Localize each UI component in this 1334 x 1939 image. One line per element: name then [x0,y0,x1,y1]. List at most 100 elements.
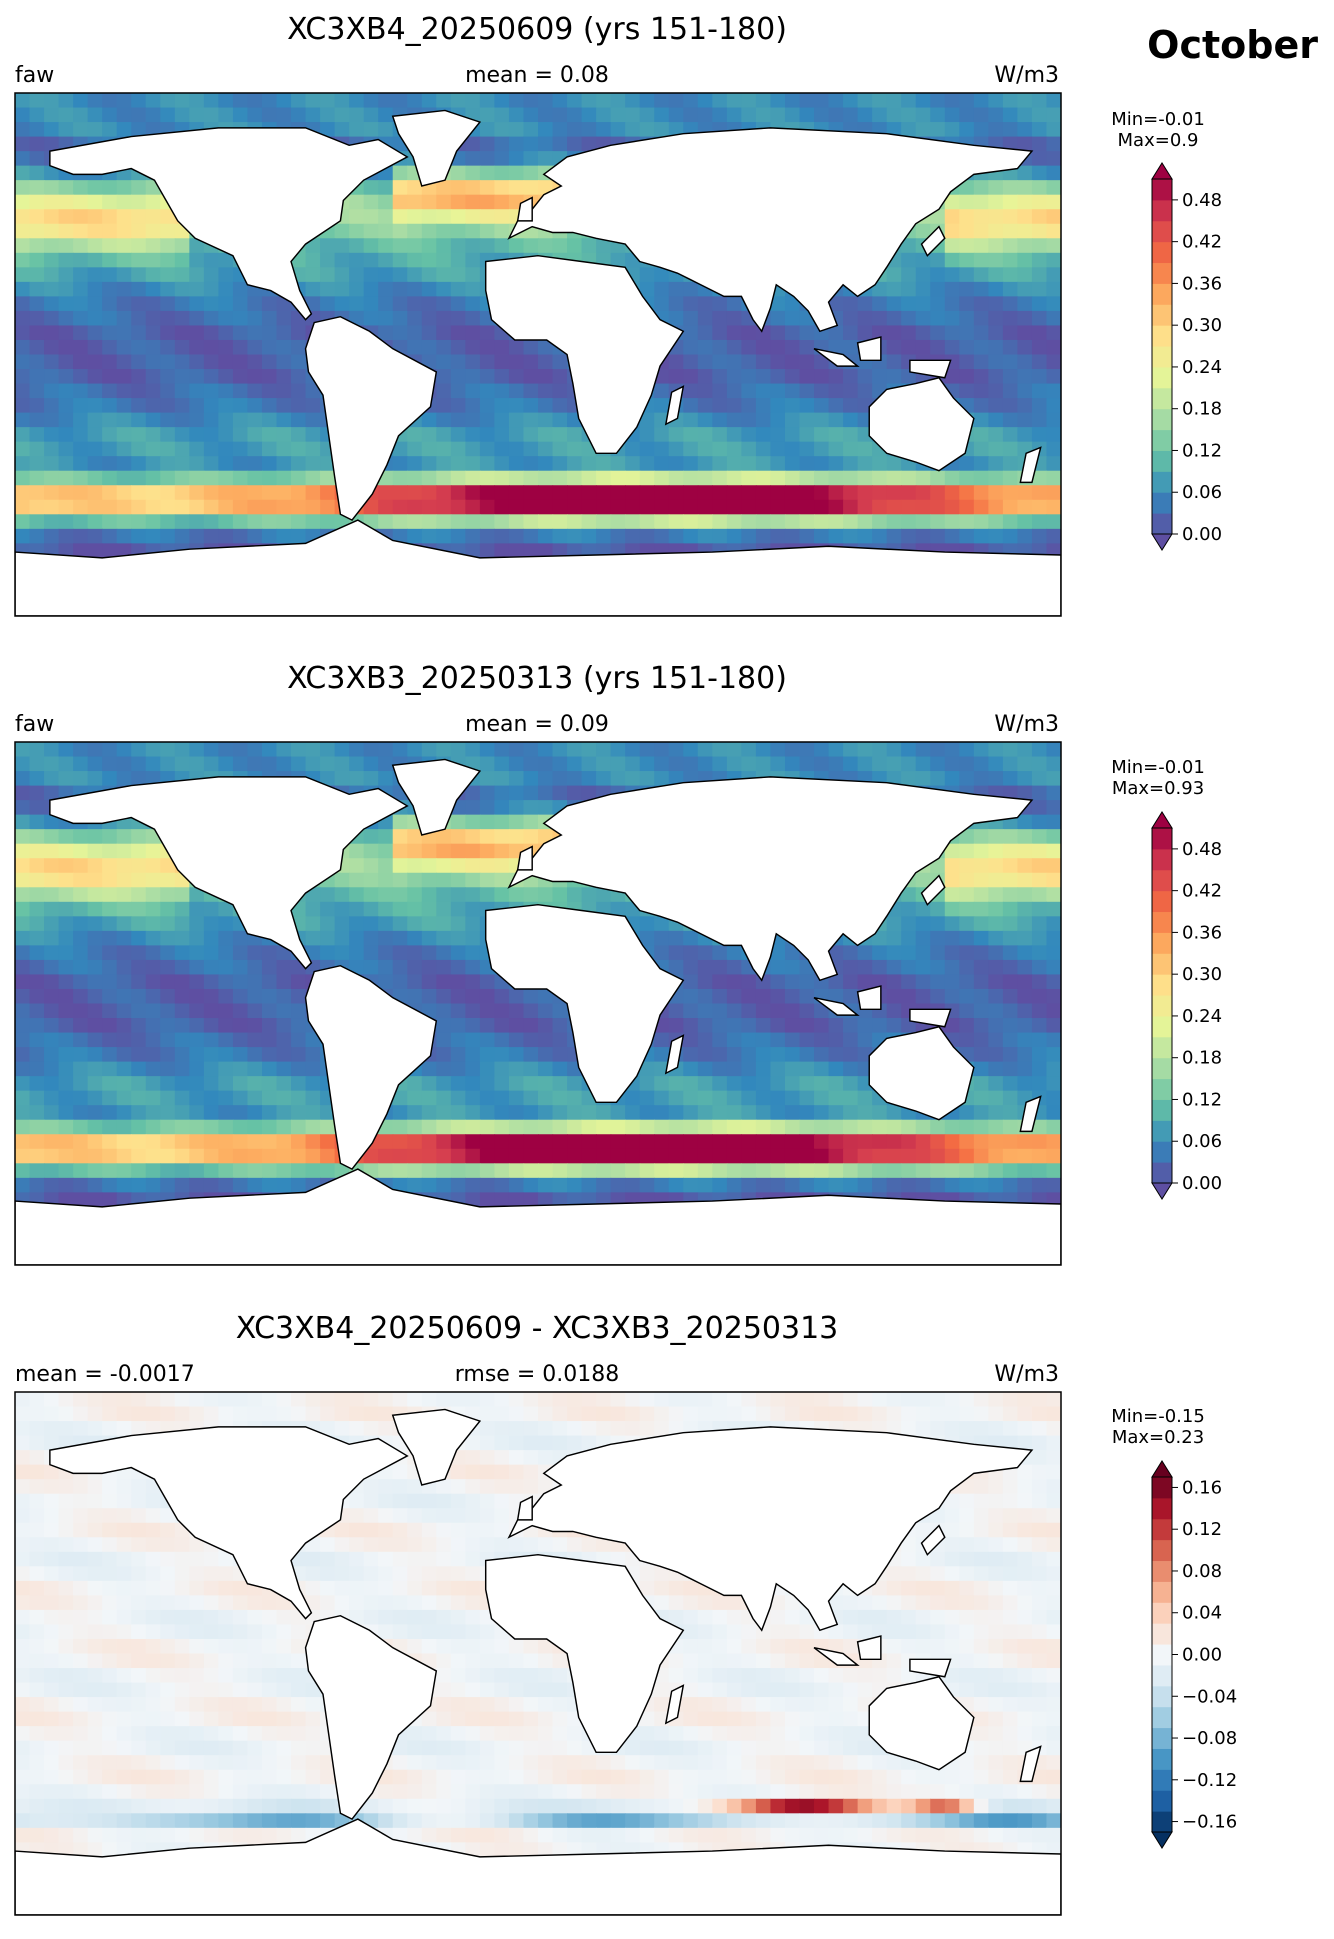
heatmap-cell [1002,872,1019,888]
heatmap-cell [901,959,917,976]
heatmap-cell [683,528,699,544]
heatmap-cell [988,742,1004,758]
heatmap-cell [1002,843,1019,859]
heatmap-cell [334,252,350,268]
heatmap-cell [58,930,74,947]
heatmap-cell [988,427,1004,443]
heatmap-cell [799,1061,815,1077]
heatmap-cell [15,223,31,239]
heatmap-cell [450,427,466,443]
heatmap-cell [872,1105,888,1121]
heatmap-cell [450,1177,466,1193]
heatmap-cell [683,93,699,109]
heatmap-cell [116,756,132,772]
heatmap-cell [1002,369,1019,385]
heatmap-cell [189,887,205,903]
heatmap-cell [508,441,525,457]
heatmap-cell [291,441,307,457]
heatmap-cell [988,194,1004,210]
heatmap-cell [29,194,45,210]
heatmap-cell [1002,988,1019,1005]
heatmap-cell [596,107,612,123]
heatmap-cell [973,310,989,327]
heatmap-cell [378,1134,394,1150]
heatmap-cell [1031,151,1048,167]
heatmap-cell [44,194,60,210]
heatmap-cell [160,325,176,341]
heatmap-cell [320,916,336,932]
heatmap-cell [1017,209,1033,225]
heatmap-cell [349,916,365,932]
heatmap-cell [334,756,350,772]
heatmap-cell [944,1148,960,1164]
heatmap-cell [29,1032,45,1048]
heatmap-cell [189,1119,205,1135]
heatmap-cell [378,959,394,976]
heatmap-cell [15,887,31,903]
heatmap-cell [276,1018,292,1034]
heatmap-cell [320,945,336,961]
heatmap-cell [378,238,394,254]
heatmap-cell [116,383,132,399]
heatmap-cell [44,916,60,932]
heatmap-cell [436,325,452,341]
heatmap-cell [915,281,931,298]
heatmap-cell [131,771,147,787]
heatmap-cell [741,974,757,990]
heatmap-cell [450,1148,466,1164]
heatmap-cell [930,901,946,917]
heatmap-cell [726,412,743,428]
heatmap-cell [973,267,989,283]
heatmap-cell [73,499,89,515]
heatmap-cell [58,441,74,457]
heatmap-cell [87,427,103,443]
heatmap-cell [1002,296,1019,312]
heatmap-cell [73,369,89,385]
heatmap-cell [349,107,365,123]
heatmap-cell [741,325,757,341]
heatmap-cell [116,369,132,385]
heatmap-cell [683,339,699,356]
heatmap-cell [538,771,554,787]
heatmap-cell [363,916,379,932]
heatmap-cell [973,470,989,486]
heatmap-cell [959,339,975,356]
heatmap-cell [44,223,60,239]
heatmap-cell [218,514,234,530]
heatmap-cell [29,339,45,356]
heatmap-cell [741,1134,757,1150]
heatmap-cell [596,887,612,903]
heatmap-cell [508,514,525,530]
heatmap-cell [305,499,321,515]
heatmap-cell [610,122,626,138]
heatmap-cell [523,339,539,356]
heatmap-cell [901,1134,917,1150]
heatmap-cell [276,959,292,976]
heatmap-cell [15,829,31,845]
heatmap-cell [465,339,481,356]
heatmap-cell [1046,756,1062,772]
heatmap-cell [218,296,234,312]
heatmap-cell [334,122,350,138]
heatmap-cell [944,325,960,341]
heatmap-cell [1017,499,1033,515]
heatmap-cell [1017,872,1033,888]
heatmap-cell [581,742,597,758]
heatmap-cell [552,485,568,501]
heatmap-cell [538,1076,554,1092]
heatmap-cell [305,1134,321,1150]
heatmap-cell [421,441,437,457]
heatmap-cell [988,412,1004,428]
heatmap-cell [639,742,655,758]
heatmap-cell [102,456,118,472]
heatmap-cell [799,427,815,443]
heatmap-cell [712,1148,728,1164]
heatmap-cell [261,756,278,772]
heatmap-cell [291,1061,307,1077]
heatmap-cell [320,930,336,947]
heatmap-cell [116,223,132,239]
heatmap-cell [407,1148,423,1164]
heatmap-cell [218,485,234,501]
heatmap-cell [901,514,917,530]
heatmap-cell [15,136,31,152]
